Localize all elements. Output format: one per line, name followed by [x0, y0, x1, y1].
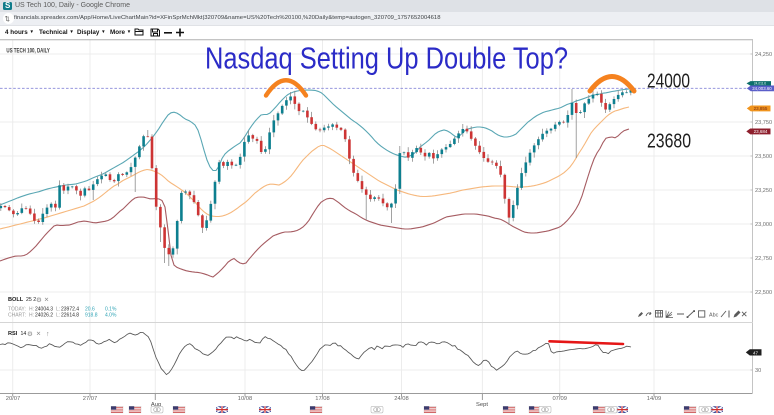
svg-text:22,500: 22,500 [755, 290, 772, 296]
svg-text:47: 47 [753, 350, 759, 355]
svg-text:H:: H: [29, 313, 34, 319]
svg-text:L:: L: [56, 313, 60, 319]
svg-text:20.6: 20.6 [85, 307, 95, 313]
svg-text:07/09: 07/09 [552, 396, 567, 402]
svg-text:US TECH 100, DAILY: US TECH 100, DAILY [6, 48, 50, 55]
svg-text:918.8: 918.8 [85, 313, 98, 319]
svg-text:23972.4: 23972.4 [61, 307, 79, 313]
svg-text:22,750: 22,750 [755, 256, 772, 262]
svg-text:17/08: 17/08 [315, 396, 330, 402]
svg-text:23,855: 23,855 [754, 106, 768, 111]
svg-text:24026.2: 24026.2 [35, 313, 53, 319]
svg-text:Sept: Sept [476, 402, 488, 408]
svg-text:BOLL: BOLL [8, 297, 24, 303]
svg-text:14: 14 [21, 331, 27, 337]
svg-text:CHART:: CHART: [8, 313, 26, 319]
svg-text:⚙: ⚙ [36, 297, 42, 304]
svg-text:Nasdaq Setting Up Double Top?: Nasdaq Setting Up Double Top? [205, 42, 568, 76]
svg-text:23,000: 23,000 [755, 222, 772, 228]
svg-text:0.1%: 0.1% [105, 307, 117, 313]
svg-text:RSI: RSI [8, 331, 18, 337]
svg-text:24,003.60: 24,003.60 [752, 86, 772, 91]
svg-text:24000: 24000 [647, 71, 690, 93]
svg-text:H:: H: [29, 307, 34, 313]
svg-text:23,750: 23,750 [755, 120, 772, 126]
svg-text:4.0%: 4.0% [105, 313, 117, 319]
svg-text:10/08: 10/08 [238, 396, 253, 402]
svg-text:24,250: 24,250 [755, 52, 772, 58]
svg-text:Aug: Aug [151, 402, 161, 408]
svg-text:23,684: 23,684 [754, 129, 768, 134]
svg-text:⚙: ⚙ [27, 331, 33, 338]
svg-text:✕: ✕ [36, 332, 41, 338]
svg-text:27/07: 27/07 [83, 396, 98, 402]
svg-text:23,250: 23,250 [755, 188, 772, 194]
svg-text:23,500: 23,500 [755, 154, 772, 160]
svg-text:TODAY:: TODAY: [8, 307, 26, 313]
svg-text:↑: ↑ [46, 331, 50, 338]
svg-text:14/09: 14/09 [647, 396, 662, 402]
svg-text:22614.8: 22614.8 [61, 313, 79, 319]
svg-text:✕: ✕ [44, 298, 49, 304]
svg-text:30: 30 [755, 368, 761, 374]
svg-text:24004.3: 24004.3 [35, 307, 53, 313]
svg-text:25 2: 25 2 [26, 297, 36, 303]
svg-text:L:: L: [56, 307, 60, 313]
svg-text:20/07: 20/07 [6, 396, 21, 402]
svg-text:Abc: Abc [709, 313, 719, 319]
svg-text:23680: 23680 [647, 131, 691, 153]
svg-text:24,011.6: 24,011.6 [754, 82, 766, 86]
svg-text:24/08: 24/08 [394, 396, 409, 402]
